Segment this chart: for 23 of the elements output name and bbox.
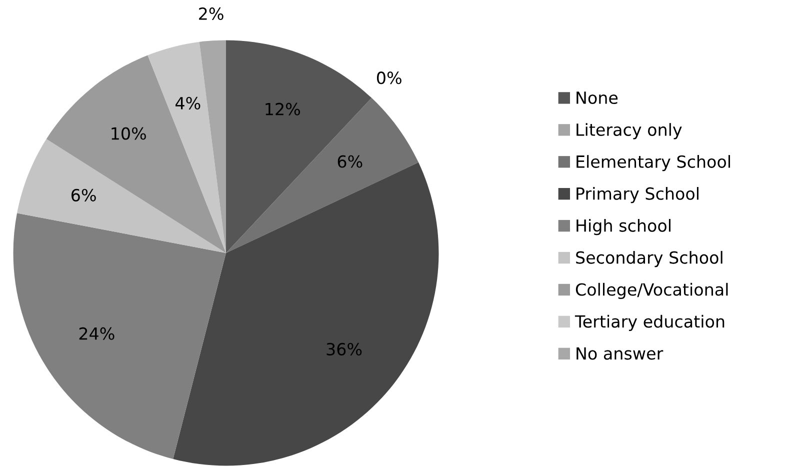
legend-label: Secondary School bbox=[576, 250, 722, 268]
text: 0% bbox=[376, 72, 402, 84]
data-label: 12% bbox=[266, 102, 300, 116]
data-label: 36% bbox=[326, 342, 362, 356]
legend-label: Tertiary education bbox=[574, 314, 724, 331]
legend-label: Primary School bbox=[576, 187, 698, 204]
legend-label: Elementary School bbox=[576, 155, 730, 172]
data-label: 4% bbox=[176, 96, 200, 110]
legend-label: None bbox=[576, 92, 618, 104]
pie-slice bbox=[226, 98, 418, 253]
pie-slice bbox=[199, 40, 226, 253]
pie-slice bbox=[226, 40, 372, 253]
data-label: 10% bbox=[112, 127, 146, 140]
legend-label: High school bbox=[576, 218, 670, 236]
data-label: 24% bbox=[79, 327, 114, 340]
legend-label: No answer bbox=[576, 347, 664, 360]
pie-slice bbox=[13, 213, 226, 460]
legend-label: College/Vocational bbox=[576, 282, 728, 300]
data-label: 6% bbox=[72, 188, 96, 202]
data-label: 6% bbox=[338, 155, 362, 168]
data-label: 2% bbox=[199, 7, 224, 20]
pie-slice bbox=[46, 55, 226, 253]
legend-label: Literacy only bbox=[576, 123, 682, 140]
